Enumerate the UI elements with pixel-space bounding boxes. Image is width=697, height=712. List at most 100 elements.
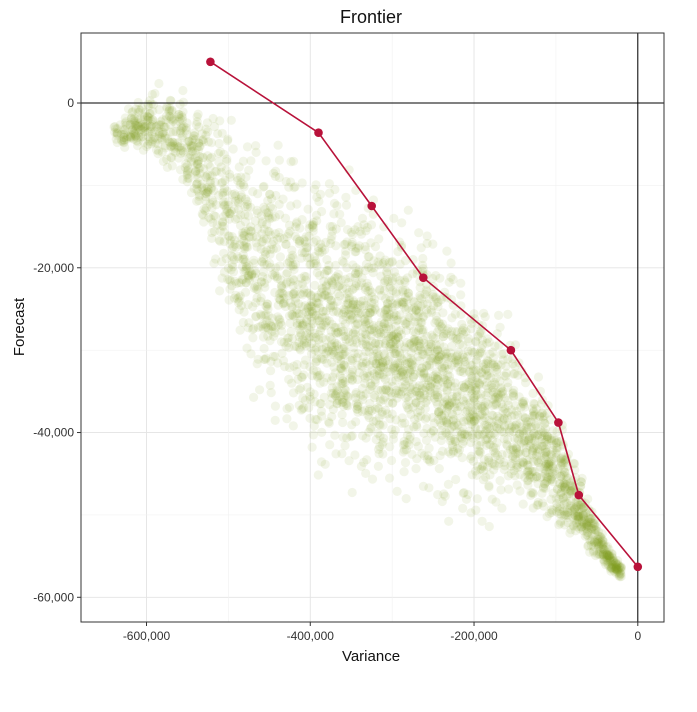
scatter-point bbox=[488, 387, 499, 397]
scatter-point bbox=[398, 316, 408, 326]
scatter-point bbox=[322, 280, 332, 290]
scatter-point bbox=[300, 239, 310, 249]
scatter-point bbox=[329, 209, 339, 219]
scatter-point bbox=[258, 332, 268, 342]
scatter-point bbox=[397, 218, 407, 228]
scatter-point bbox=[240, 242, 250, 252]
scatter-point bbox=[511, 420, 521, 430]
scatter-point bbox=[413, 441, 423, 451]
scatter-point bbox=[173, 142, 184, 152]
scatter-point bbox=[368, 351, 378, 361]
scatter-point bbox=[235, 220, 246, 230]
frontier-point bbox=[554, 418, 563, 427]
scatter-point bbox=[327, 276, 337, 286]
scatter-point bbox=[226, 265, 236, 275]
scatter-point bbox=[598, 549, 608, 560]
scatter-point bbox=[287, 310, 298, 320]
scatter-point bbox=[319, 320, 329, 330]
scatter-point bbox=[363, 286, 373, 296]
scatter-point bbox=[447, 352, 457, 362]
scatter-point bbox=[379, 278, 389, 288]
scatter-point bbox=[280, 213, 291, 223]
scatter-point bbox=[483, 399, 493, 409]
scatter-point bbox=[212, 220, 222, 230]
scatter-point bbox=[294, 236, 305, 246]
scatter-point bbox=[341, 200, 352, 210]
scatter-point bbox=[246, 222, 256, 232]
scatter-point bbox=[434, 409, 444, 419]
scatter-point bbox=[418, 335, 428, 345]
scatter-point bbox=[440, 491, 450, 501]
scatter-point bbox=[559, 470, 569, 480]
scatter-point bbox=[205, 153, 215, 163]
scatter-point bbox=[378, 370, 388, 380]
scatter-point bbox=[400, 319, 411, 329]
scatter-point bbox=[259, 234, 269, 244]
scatter-point bbox=[165, 105, 175, 115]
scatter-point bbox=[541, 450, 552, 460]
scatter-point bbox=[490, 430, 500, 440]
scatter-point bbox=[428, 292, 438, 302]
scatter-point bbox=[564, 489, 574, 499]
scatter-point bbox=[289, 361, 299, 371]
scatter-point bbox=[478, 362, 488, 372]
scatter-point bbox=[249, 255, 259, 265]
scatter-point bbox=[385, 473, 395, 483]
scatter-point bbox=[484, 429, 494, 439]
scatter-point bbox=[441, 415, 451, 425]
scatter-point bbox=[523, 460, 533, 470]
scatter-point bbox=[425, 382, 435, 392]
scatter-point bbox=[474, 365, 484, 375]
scatter-point bbox=[552, 507, 562, 517]
scatter-point bbox=[414, 228, 424, 238]
scatter-point bbox=[484, 415, 494, 426]
scatter-point bbox=[302, 328, 312, 338]
scatter-point bbox=[474, 371, 484, 381]
scatter-point bbox=[562, 472, 572, 482]
scatter-point bbox=[296, 330, 306, 340]
scatter-point bbox=[537, 408, 547, 418]
scatter-point bbox=[418, 253, 428, 264]
scatter-point bbox=[363, 262, 374, 272]
scatter-point bbox=[410, 398, 421, 408]
scatter-point bbox=[434, 351, 444, 361]
scatter-point bbox=[605, 553, 615, 563]
scatter-point bbox=[399, 302, 409, 312]
scatter-point bbox=[144, 136, 154, 146]
scatter-point bbox=[227, 259, 237, 269]
scatter-point bbox=[452, 335, 462, 345]
scatter-point bbox=[471, 383, 481, 393]
scatter-point bbox=[541, 459, 552, 469]
scatter-point bbox=[518, 457, 528, 467]
scatter-point bbox=[347, 337, 358, 347]
scatter-point bbox=[420, 404, 430, 414]
scatter-point bbox=[308, 298, 318, 308]
scatter-point bbox=[227, 232, 237, 242]
scatter-point bbox=[379, 258, 389, 268]
scatter-point bbox=[308, 220, 318, 230]
scatter-point bbox=[249, 283, 259, 293]
scatter-point bbox=[428, 371, 438, 381]
scatter-point bbox=[238, 262, 248, 272]
scatter-point bbox=[439, 382, 449, 392]
scatter-point bbox=[132, 133, 142, 143]
scatter-point bbox=[192, 184, 202, 194]
scatter-point bbox=[209, 186, 219, 196]
scatter-point bbox=[192, 112, 202, 122]
scatter-point bbox=[431, 311, 441, 321]
scatter-point bbox=[154, 78, 164, 89]
scatter-point bbox=[133, 137, 143, 147]
scatter-point bbox=[324, 316, 334, 326]
scatter-point bbox=[570, 503, 580, 513]
scatter-point bbox=[582, 528, 593, 538]
scatter-point bbox=[596, 549, 607, 559]
scatter-point bbox=[566, 480, 576, 490]
scatter-point bbox=[303, 302, 313, 312]
scatter-point bbox=[548, 463, 558, 473]
scatter-point bbox=[529, 407, 539, 417]
scatter-point bbox=[587, 529, 597, 539]
scatter-point bbox=[243, 211, 254, 221]
scatter-point bbox=[499, 420, 509, 430]
scatter-point bbox=[373, 444, 384, 454]
scatter-point bbox=[555, 518, 566, 528]
